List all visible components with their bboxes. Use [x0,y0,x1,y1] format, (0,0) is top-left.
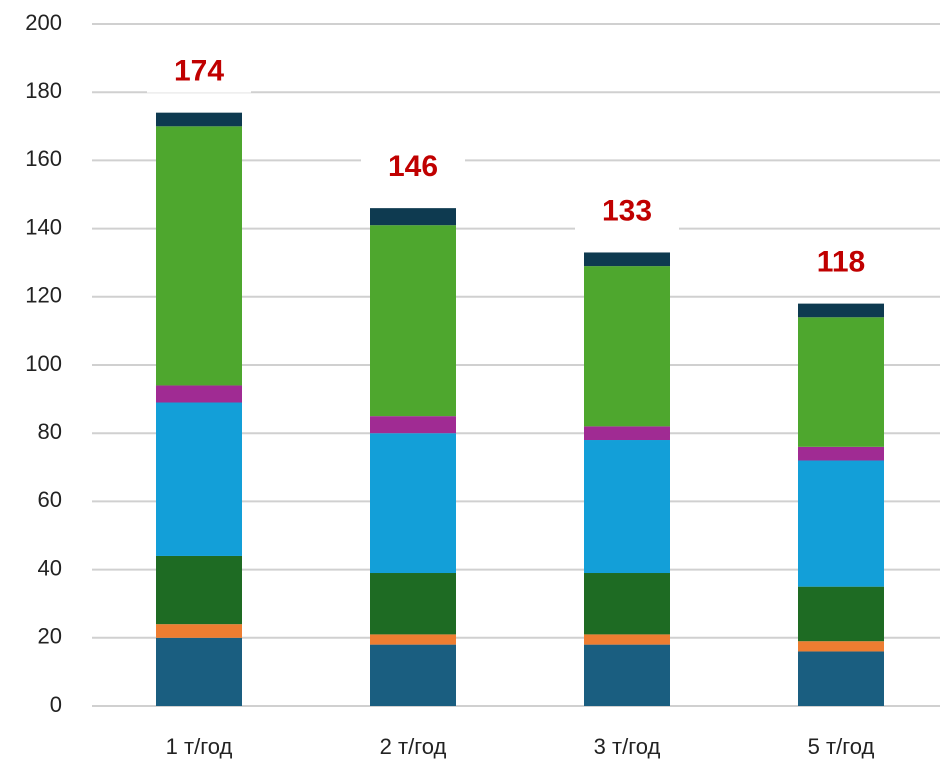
y-tick-label: 180 [25,78,62,103]
bar-segment [370,433,456,574]
bar-segment [370,644,456,706]
total-label: 133 [602,194,652,227]
y-tick-label: 40 [38,555,62,580]
bar-segment [370,573,456,635]
bar-segment [584,252,670,267]
x-tick-label: 3 т/год [594,734,661,759]
bar-segment [156,624,242,638]
y-tick-label: 160 [25,146,62,171]
y-tick-label: 120 [25,283,62,308]
bar-segment [798,303,884,318]
bar-segment [370,225,456,417]
y-tick-label: 60 [38,487,62,512]
y-tick-label: 200 [25,10,62,35]
total-label-bg [575,192,679,233]
bar-segment [798,651,884,706]
y-tick-label: 140 [25,214,62,239]
y-tick-label: 100 [25,351,62,376]
x-tick-label: 5 т/год [808,734,875,759]
bar-segment [584,266,670,427]
bar-segment [370,634,456,645]
bar-segment [370,208,456,226]
bar-segment [798,460,884,587]
x-tick-label: 1 т/год [166,734,233,759]
bar-segment [156,112,242,127]
bar-segment [156,637,242,706]
bar-segment [156,126,242,386]
bar-segment [584,634,670,645]
bar-segment [584,440,670,574]
bar-segment [584,573,670,635]
total-label-bg [147,52,251,93]
bar-segment [798,641,884,652]
bar-segment [370,416,456,434]
bar-segment [798,446,884,461]
y-tick-label: 0 [50,692,62,717]
total-label: 118 [817,246,865,279]
bar-segment [798,586,884,642]
bar-segment [584,426,670,441]
bar-segment [156,402,242,556]
bar-segment [798,317,884,447]
total-label: 174 [174,55,224,88]
total-label-bg [361,148,465,189]
y-tick-label: 80 [38,419,62,444]
x-tick-label: 2 т/год [380,734,447,759]
bar-segment [156,385,242,403]
y-tick-label: 20 [38,624,62,649]
total-label: 146 [388,150,438,183]
bar-segment [156,555,242,625]
bar-segment [584,644,670,706]
total-label-bg [789,243,893,284]
